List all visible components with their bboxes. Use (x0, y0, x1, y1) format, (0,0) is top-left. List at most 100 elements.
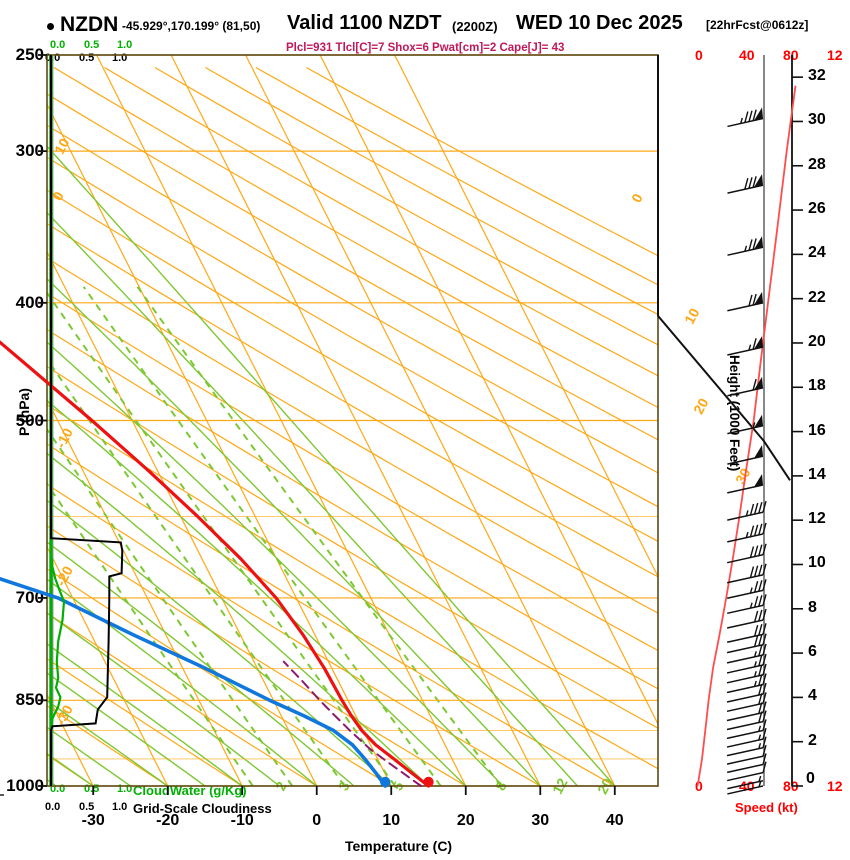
mixing-ratio-line (47, 481, 254, 786)
cloudwater-tick-bottom-1: 0.5 (84, 783, 100, 795)
cloudiness-axis-label: Grid-Scale Cloudiness (133, 801, 272, 816)
dry-adiabat (47, 257, 658, 614)
mixing-ratio-line (47, 427, 294, 786)
height-tick-label-4: 4 (808, 687, 817, 705)
temperature-tick-label-40: 40 (605, 812, 624, 829)
speed-axis-title: Speed (kt) (735, 800, 798, 815)
dry-adiabat (255, 66, 658, 286)
cloudiness-tick-bottom-1: 0.5 (79, 801, 95, 813)
dewpoint-curve (0, 576, 388, 788)
height-tick-label-32: 32 (808, 67, 826, 85)
pressure-tick-label-400: 400 (15, 292, 44, 312)
wind-barb (726, 701, 767, 722)
dry-adiabat (154, 66, 658, 346)
figure-header: NZDN -45.929°,170.199° (81,50) Valid 110… (0, 6, 850, 54)
dry-adiabat-label-left-10: 10 (51, 135, 73, 157)
height-tick-label-28: 28 (808, 155, 826, 173)
isotherm (47, 102, 392, 786)
auxiliary-panels (49, 55, 124, 786)
plot-frame (0, 54, 803, 796)
dry-adiabat (47, 404, 658, 770)
wind-barb (727, 608, 767, 629)
cloudiness-tick-top-1: 0.5 (79, 52, 95, 64)
wind-barb (726, 643, 767, 664)
wind-barb (726, 719, 767, 740)
wind-barb (727, 579, 767, 599)
speed-tick-label-bottom-40: 40 (739, 778, 755, 794)
cloudwater-tick-top-1: 0.5 (84, 39, 100, 51)
dry-adiabat-label-left--30: -30 (52, 702, 76, 728)
wind-barb (727, 291, 764, 312)
wind-barb (727, 623, 767, 643)
moist-adiabat (47, 578, 318, 786)
dry-adiabat (205, 66, 658, 316)
isotherm (96, 55, 467, 786)
temperature-tick-label-10: 10 (382, 812, 401, 829)
parcel-curve (282, 660, 423, 787)
station-marker-icon (47, 23, 54, 30)
dry-adiabat-label-right-20: 20 (690, 395, 712, 417)
temperature-tick-label--20: -20 (156, 812, 180, 829)
cloudiness-tick-top-0: 0.0 (45, 52, 61, 64)
cloudiness-tick-top-2: 1.0 (112, 52, 128, 64)
wind-barb (727, 543, 767, 564)
temperature-tick-label--30: -30 (81, 812, 105, 829)
wind-barb (727, 107, 764, 128)
dry-adiabat-lines (47, 66, 658, 786)
wind-barb (727, 236, 764, 256)
pressure-tick-label-700: 700 (15, 587, 44, 607)
speed-tick-label-bottom-80: 80 (783, 778, 799, 794)
wind-barb (726, 736, 767, 757)
height-tick-label-30: 30 (808, 111, 826, 129)
dry-adiabat (47, 189, 658, 543)
wind-barb (726, 710, 767, 731)
cloudwater-tick-bottom-2: 1.0 (117, 783, 133, 795)
moist-adiabat (47, 541, 355, 786)
temperature-tick-label--10: -10 (230, 812, 254, 829)
dry-adiabat (47, 156, 658, 508)
dry-adiabat-label-left--20: -20 (52, 563, 76, 589)
cloudwater-tick-top-0: 0.0 (50, 39, 66, 51)
dry-adiabat-label-left-0: 0 (49, 188, 67, 204)
mixing-ratio-label-2: 2 (272, 778, 290, 794)
wind-region-boundary (657, 55, 791, 481)
mixing-ratio-label-20: 20 (594, 775, 616, 797)
dry-adiabat (306, 66, 658, 257)
wind-barb (726, 633, 767, 654)
wind-barb (727, 753, 767, 774)
pressure-tick-label-500: 500 (15, 410, 44, 430)
wind-barb (726, 663, 767, 684)
wind-speed-curve (696, 85, 797, 787)
moist-adiabat-lines (47, 145, 616, 786)
height-tick-label-2: 2 (808, 731, 817, 749)
wind-barb (726, 727, 767, 748)
valid-time-utc: (2200Z) (452, 19, 498, 34)
mixing-ratio-label-3: 3 (335, 778, 353, 794)
height-tick-label-22: 22 (808, 288, 826, 306)
main-frame (46, 54, 659, 787)
temperature-tick-label-20: 20 (456, 812, 475, 829)
wind-barb (726, 653, 767, 674)
dry-adiabat-label-right-10: 10 (681, 305, 703, 327)
wind-barb (727, 594, 767, 615)
isotherm-lines (47, 55, 658, 786)
data-curves (0, 85, 797, 788)
height-tick-label-12: 12 (808, 510, 826, 528)
mixing-ratio-line (82, 286, 442, 786)
temperature-tick-label-30: 30 (531, 812, 550, 829)
wind-barb (727, 336, 764, 356)
height-tick-label-16: 16 (808, 421, 826, 439)
mixing-ratio-line (47, 357, 346, 786)
moist-adiabat (47, 452, 429, 786)
dry-adiabat (47, 443, 616, 786)
dry-adiabat (47, 93, 658, 441)
dry-adiabat (47, 612, 318, 786)
temperature-axis-title: Temperature (C) (345, 838, 453, 854)
dry-adiabat (47, 292, 658, 652)
moist-adiabat (47, 341, 504, 786)
dry-adiabat-label-right-0: 0 (628, 190, 646, 206)
isotherm (47, 250, 318, 786)
dry-adiabat (47, 328, 658, 690)
